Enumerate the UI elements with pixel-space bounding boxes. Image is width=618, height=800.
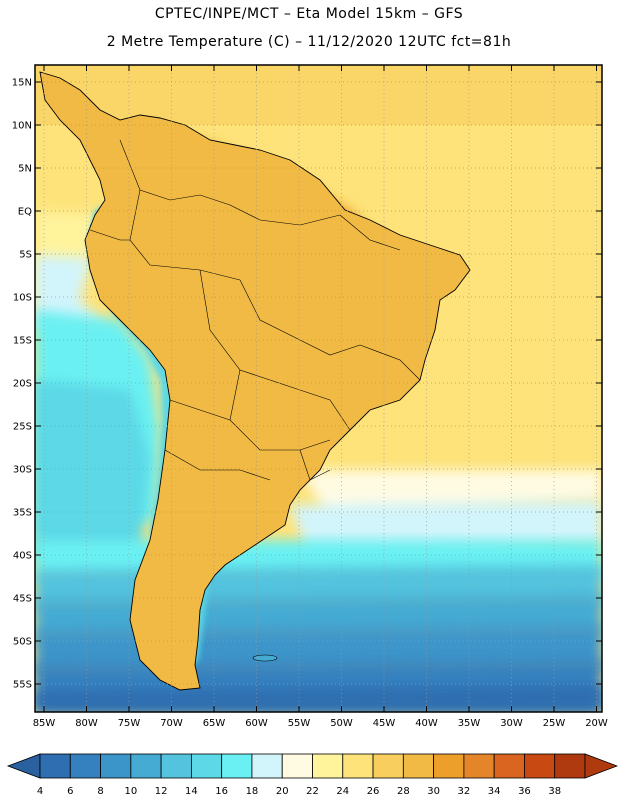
- colorbar-label: 30: [427, 786, 440, 797]
- colorbar-swatch: [463, 753, 495, 779]
- lat-label: 30S: [13, 465, 32, 476]
- colorbar-swatch: [39, 753, 71, 779]
- lon-label: 40W: [415, 718, 438, 729]
- colorbar-swatch: [372, 753, 404, 779]
- colorbar-label: 18: [246, 786, 259, 797]
- map-field: [35, 65, 602, 712]
- colorbar-swatch: [69, 753, 101, 779]
- colorbar-swatch: [251, 753, 283, 779]
- colorbar-label: 38: [548, 786, 561, 797]
- colorbar-swatch: [221, 753, 253, 779]
- colorbar-label: 20: [276, 786, 289, 797]
- lat-label: 35S: [13, 508, 32, 519]
- lon-label: 80W: [75, 718, 98, 729]
- colorbar-low-arrow: [6, 753, 41, 779]
- colorbar-label: 16: [215, 786, 228, 797]
- lon-label: 85W: [33, 718, 56, 729]
- lon-label: 70W: [160, 718, 183, 729]
- lat-label: 55S: [13, 680, 32, 691]
- map-title: CPTEC/INPE/MCT – Eta Model 15km – GFS: [154, 6, 464, 22]
- colorbar-label: 28: [397, 786, 410, 797]
- lon-label: 30W: [500, 718, 523, 729]
- lon-label: 60W: [245, 718, 268, 729]
- ocean-band-north: [35, 65, 602, 125]
- colorbar-label: 14: [185, 786, 198, 797]
- lat-label: 5N: [18, 164, 32, 175]
- colorbar-swatch: [524, 753, 556, 779]
- lon-label: 35W: [458, 718, 481, 729]
- lat-label: 5S: [19, 250, 32, 261]
- longitude-axis: 85W 80W 75W 70W 65W 60W 55W 50W 45W 40W 35W 30W 25W 2…: [33, 65, 608, 729]
- colorbar-swatch: [312, 753, 344, 779]
- colorbar-label: 36: [518, 786, 531, 797]
- latitude-axis: 15N 10N 5N EQ 5S 10S 15S 20S 25S 30S 35S 40S 45S 50S 5…: [12, 78, 602, 691]
- colorbar-high-arrow: [584, 753, 618, 779]
- colorbar-label: 6: [67, 786, 73, 797]
- colorbar-label: 26: [367, 786, 380, 797]
- colorbar-swatch: [433, 753, 465, 779]
- country-borders: [89, 139, 421, 481]
- ocean-band-pacific-colder: [35, 380, 150, 560]
- lon-label: 25W: [543, 718, 566, 729]
- colorbar: 4 6 8 10 12 14 16 18 20 22 24 26 28 30 32 34 36 38: [6, 753, 618, 797]
- colorbar-swatch: [493, 753, 525, 779]
- lat-label: 10N: [12, 121, 32, 132]
- colorbar-swatch: [342, 753, 374, 779]
- colorbar-swatch: [160, 753, 192, 779]
- graticule: [35, 65, 602, 712]
- lat-label: 20S: [13, 379, 32, 390]
- colorbar-label: 10: [124, 786, 137, 797]
- lat-label: 15N: [12, 78, 32, 89]
- lon-label: 65W: [203, 718, 226, 729]
- map-subtitle: 2 Metre Temperature (C) – 11/12/2020 12U…: [106, 34, 512, 50]
- colorbar-swatch: [554, 753, 586, 779]
- colorbar-label: 34: [488, 786, 501, 797]
- colorbar-label: 22: [306, 786, 319, 797]
- colorbar-swatch: [130, 753, 162, 779]
- colorbar-label: 4: [37, 786, 43, 797]
- lat-label: 45S: [13, 594, 32, 605]
- lat-label: EQ: [18, 207, 32, 218]
- lat-label: 10S: [13, 293, 32, 304]
- colorbar-label: 12: [155, 786, 168, 797]
- lat-label: 15S: [13, 336, 32, 347]
- colorbar-swatch: [281, 753, 313, 779]
- lon-label: 50W: [330, 718, 353, 729]
- lat-label: 50S: [13, 637, 32, 648]
- lon-label: 20W: [585, 718, 608, 729]
- lat-label: 25S: [13, 422, 32, 433]
- lon-label: 55W: [288, 718, 311, 729]
- lon-label: 75W: [118, 718, 141, 729]
- map-frame: [34, 64, 603, 713]
- ocean-band-south-6: [35, 685, 602, 712]
- colorbar-swatch: [100, 753, 132, 779]
- colorbar-swatch: [402, 753, 435, 779]
- colorbar-label: 24: [336, 786, 349, 797]
- falkland-islands: [252, 654, 278, 662]
- colorbar-swatch: [190, 753, 223, 779]
- colorbar-label: 32: [458, 786, 471, 797]
- lon-label: 45W: [373, 718, 396, 729]
- ocean-band-pacific-cool: [35, 255, 110, 330]
- lat-label: 40S: [13, 551, 32, 562]
- colorbar-label: 8: [97, 786, 103, 797]
